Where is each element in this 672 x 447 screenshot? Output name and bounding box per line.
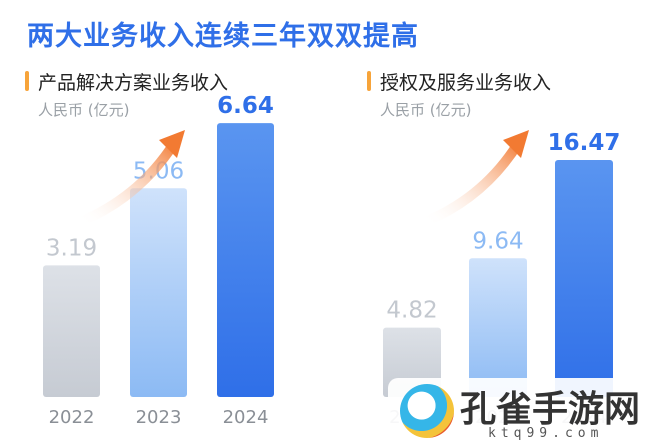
bar-2024 xyxy=(217,123,274,397)
tick-label-2024: 2024 xyxy=(223,407,269,428)
arrow-head-icon xyxy=(159,130,185,158)
value-label-2022: 3.19 xyxy=(46,235,97,261)
value-label-2024: 6.64 xyxy=(217,93,274,119)
trend-arrow-icon xyxy=(420,137,524,227)
value-label-2024: 16.47 xyxy=(548,130,621,156)
unit-label: 人民币 (亿元) xyxy=(38,101,130,119)
arrow-head-icon xyxy=(503,130,529,158)
page-title: 两大业务收入连续三年双双提高 xyxy=(27,21,419,52)
tick-label-2022: 2022 xyxy=(49,407,95,428)
panel-title: 产品解决方案业务收入 xyxy=(38,72,229,94)
bar-2023 xyxy=(469,258,527,397)
peacock-logo-icon xyxy=(400,384,454,438)
value-label-2023: 9.64 xyxy=(472,228,523,254)
unit-label: 人民币 (亿元) xyxy=(380,101,472,119)
watermark-text: 孔雀手游网 xyxy=(460,388,641,430)
bar-2024 xyxy=(555,159,613,397)
bar-2023 xyxy=(130,188,187,397)
watermark-url: ktq99.com xyxy=(488,426,604,441)
trend-arrow-icon xyxy=(75,137,180,227)
accent-bar xyxy=(25,71,29,91)
watermark: 孔雀手游网 ktq99.com xyxy=(388,378,672,447)
value-label-2022: 4.82 xyxy=(386,298,437,324)
bar-2022 xyxy=(43,265,100,397)
tick-label-2023: 2023 xyxy=(136,407,182,428)
chart-panel-product-solutions: 产品解决方案业务收入 人民币 (亿元) 3.19 2022 5.06 2023 6.64… xyxy=(25,62,325,447)
accent-bar xyxy=(367,71,371,91)
panel-title: 授权及服务业务收入 xyxy=(380,72,552,94)
